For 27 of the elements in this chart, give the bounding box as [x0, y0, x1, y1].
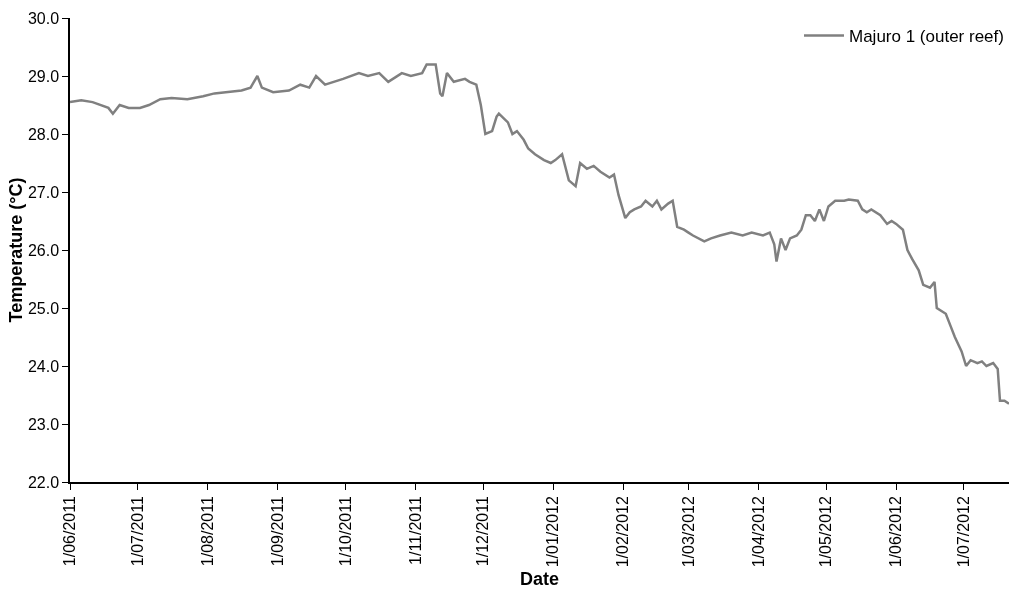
y-tick-label: 28.0	[27, 125, 60, 143]
x-tick-label: 1/10/2011	[336, 496, 354, 567]
y-tick-label: 29.0	[27, 67, 60, 85]
x-tick-label: 1/07/2011	[128, 496, 146, 567]
x-tick-label: 1/11/2011	[406, 496, 424, 565]
x-tick-label: 1/02/2012	[614, 496, 632, 568]
y-tick-label: 26.0	[27, 241, 60, 259]
x-tick-label: 1/12/2011	[474, 496, 492, 567]
y-tick-label: 25.0	[27, 299, 60, 317]
y-axis-title: Temperature (°C)	[5, 177, 26, 323]
x-tick-label: 1/04/2012	[749, 496, 767, 568]
x-axis-title: Date	[519, 569, 560, 590]
y-tick-label: 27.0	[27, 183, 60, 201]
y-tick-label: 30.0	[27, 9, 60, 27]
x-tick-label: 1/06/2012	[887, 496, 905, 568]
line-series	[70, 63, 1009, 405]
x-tick-label: 1/05/2012	[817, 496, 835, 568]
y-tick-label: 24.0	[27, 357, 60, 375]
y-tick-label: 22.0	[27, 473, 60, 491]
y-tick-label: 23.0	[27, 415, 60, 433]
x-tick-label: 1/06/2011	[61, 496, 79, 567]
x-tick-label: 1/09/2011	[268, 496, 286, 567]
x-tick-label: 1/01/2012	[544, 496, 562, 568]
x-tick-label: 1/07/2012	[955, 496, 973, 568]
x-tick-label: 1/08/2011	[198, 496, 216, 567]
x-tick-label: 1/03/2012	[679, 496, 697, 568]
legend-label: Majuro 1 (outer reef)	[849, 27, 1004, 47]
